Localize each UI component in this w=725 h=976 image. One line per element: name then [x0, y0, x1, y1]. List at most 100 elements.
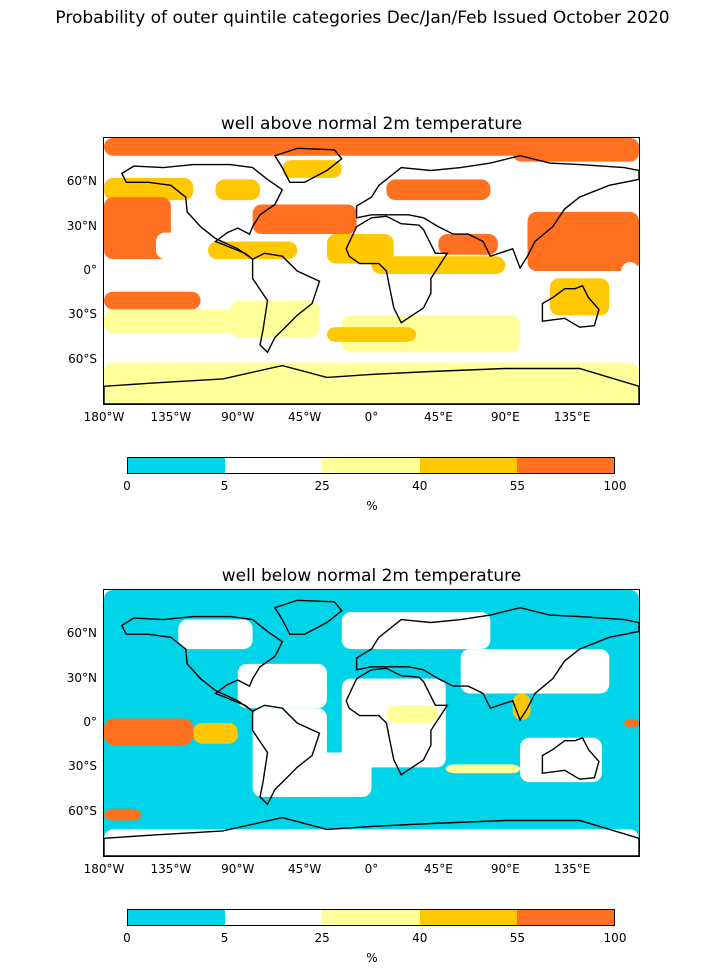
lon-tick-label: 90°W [221, 862, 255, 876]
map-panel-below [103, 589, 640, 857]
probability-region [341, 612, 491, 650]
probability-region [104, 718, 194, 746]
coastline-eurasia [355, 154, 639, 270]
colorbar-tick-label: 5 [220, 479, 229, 493]
probability-region [445, 764, 521, 774]
panel-above-title: well above normal 2m temperature [220, 114, 523, 134]
figure-title: Probability of outer quintile categories… [55, 8, 670, 28]
lat-tick-label: 30°S [68, 307, 97, 322]
colorbar-tick-label: 5 [220, 931, 229, 945]
lat-tick-label: 60°S [68, 351, 97, 366]
probability-region [341, 678, 446, 768]
coastline-australia [541, 736, 600, 780]
probability-region [282, 160, 342, 178]
lon-tick-label: 135°E [553, 862, 591, 876]
coastline-africa [345, 667, 449, 776]
colorbar-segment [225, 910, 323, 925]
coastline-north-america [120, 615, 284, 712]
probability-region [438, 234, 498, 255]
probability-region [104, 309, 253, 334]
lon-tick-label: 180°W [83, 410, 125, 424]
colorbar-segment [516, 910, 615, 925]
probability-region [104, 362, 639, 404]
probability-region [252, 204, 357, 235]
colorbar-segment [516, 458, 615, 473]
lat-tick-label: 0° [83, 263, 97, 277]
colorbar-unit-below: % [366, 951, 378, 965]
colorbar-tick-label: 40 [412, 931, 428, 945]
probability-region [193, 723, 238, 744]
colorbar-segment [322, 458, 420, 473]
probability-region [104, 808, 142, 821]
coastline-eurasia [355, 606, 639, 722]
lon-tick-label: 90°E [490, 862, 520, 876]
probability-region [104, 197, 171, 260]
colorbar-tick-label: 25 [314, 479, 330, 493]
lon-tick-label: 45°E [423, 862, 453, 876]
probability-region [104, 138, 639, 156]
lon-tick-label: 45°E [423, 410, 453, 424]
colorbar-tick-label: 0 [123, 931, 131, 945]
coastline-antarctica [104, 364, 639, 404]
probability-region [341, 315, 521, 353]
lat-tick-label: 60°N [66, 626, 97, 641]
lon-tick-label: 180°W [83, 862, 125, 876]
map-panel-above [103, 137, 640, 405]
probability-region [371, 256, 506, 274]
probability-region [104, 259, 223, 286]
lon-tick-label: 0° [364, 862, 379, 876]
colorbar-tick-label: 55 [509, 479, 526, 493]
panel-below-title: well below normal 2m temperature [221, 566, 522, 586]
probability-region [237, 663, 327, 709]
coastline-africa [345, 215, 449, 324]
probability-region [178, 619, 253, 650]
probability-region [104, 291, 201, 310]
coastline-greenland [273, 147, 343, 183]
colorbar-segment [128, 458, 226, 473]
lon-tick-label: 0° [364, 410, 379, 424]
colorbar-above [127, 457, 615, 474]
colorbar-below [127, 909, 615, 926]
lon-tick-label: 90°W [221, 410, 255, 424]
colorbar-tick-label: 55 [509, 931, 526, 945]
colorbar-tick-label: 0 [123, 479, 131, 493]
lon-tick-label: 45°W [288, 410, 322, 424]
lat-tick-label: 0° [83, 715, 97, 729]
probability-region [549, 278, 610, 316]
coastline-south-america [251, 704, 321, 806]
coastline-north-america [120, 163, 284, 260]
lat-tick-label: 30°N [66, 218, 97, 233]
probability-region [282, 752, 372, 797]
colorbar-unit-above: % [366, 499, 378, 513]
lat-tick-label: 30°S [68, 759, 97, 774]
probability-region [527, 211, 639, 271]
colorbar-segment [419, 910, 517, 925]
lat-tick-label: 60°N [66, 174, 97, 189]
lat-tick-label: 30°N [66, 670, 97, 685]
colorbar-segment [225, 458, 323, 473]
lat-tick-label: 60°S [68, 803, 97, 818]
probability-region [386, 705, 439, 723]
probability-region [215, 179, 261, 201]
colorbar-segment [322, 910, 420, 925]
coastline-antarctica [104, 816, 639, 856]
probability-region [512, 140, 639, 162]
probability-region [326, 327, 417, 342]
colorbar-tick-label: 25 [314, 931, 330, 945]
lon-tick-label: 90°E [490, 410, 520, 424]
probability-region [326, 234, 394, 264]
colorbar-tick-label: 100 [603, 931, 627, 945]
probability-region [156, 232, 201, 260]
lon-tick-label: 135°E [553, 410, 591, 424]
colorbar-segment [128, 910, 226, 925]
coastline-greenland [273, 599, 343, 635]
colorbar-segment [419, 458, 517, 473]
probability-region [230, 300, 320, 338]
probability-region [386, 179, 491, 201]
colorbar-tick-label: 40 [412, 479, 428, 493]
probability-region [621, 262, 639, 280]
colorbar-tick-label: 100 [603, 479, 627, 493]
probability-region [104, 177, 194, 201]
probability-region [624, 718, 639, 728]
coastline-south-america [251, 252, 321, 354]
